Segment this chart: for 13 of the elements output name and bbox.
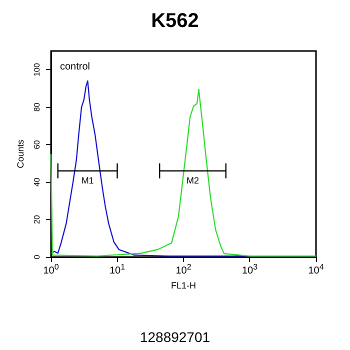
text: 128892701 — [140, 329, 210, 345]
y-tick-label: 100 — [32, 62, 42, 76]
y-tick-label: 80 — [32, 102, 42, 112]
y-tick-label: 40 — [32, 177, 42, 187]
series-label: M2 — [186, 175, 199, 186]
series-label: M1 — [81, 175, 94, 186]
chart-title: K562 — [151, 10, 199, 32]
y-axis-title: Counts — [16, 139, 26, 168]
y-tick-label: 60 — [32, 140, 42, 150]
x-axis-title: FL1-H — [170, 280, 196, 290]
y-tick-label: 20 — [32, 214, 42, 224]
annotation: control — [60, 62, 90, 72]
y-tick-label: 0 — [32, 254, 42, 260]
